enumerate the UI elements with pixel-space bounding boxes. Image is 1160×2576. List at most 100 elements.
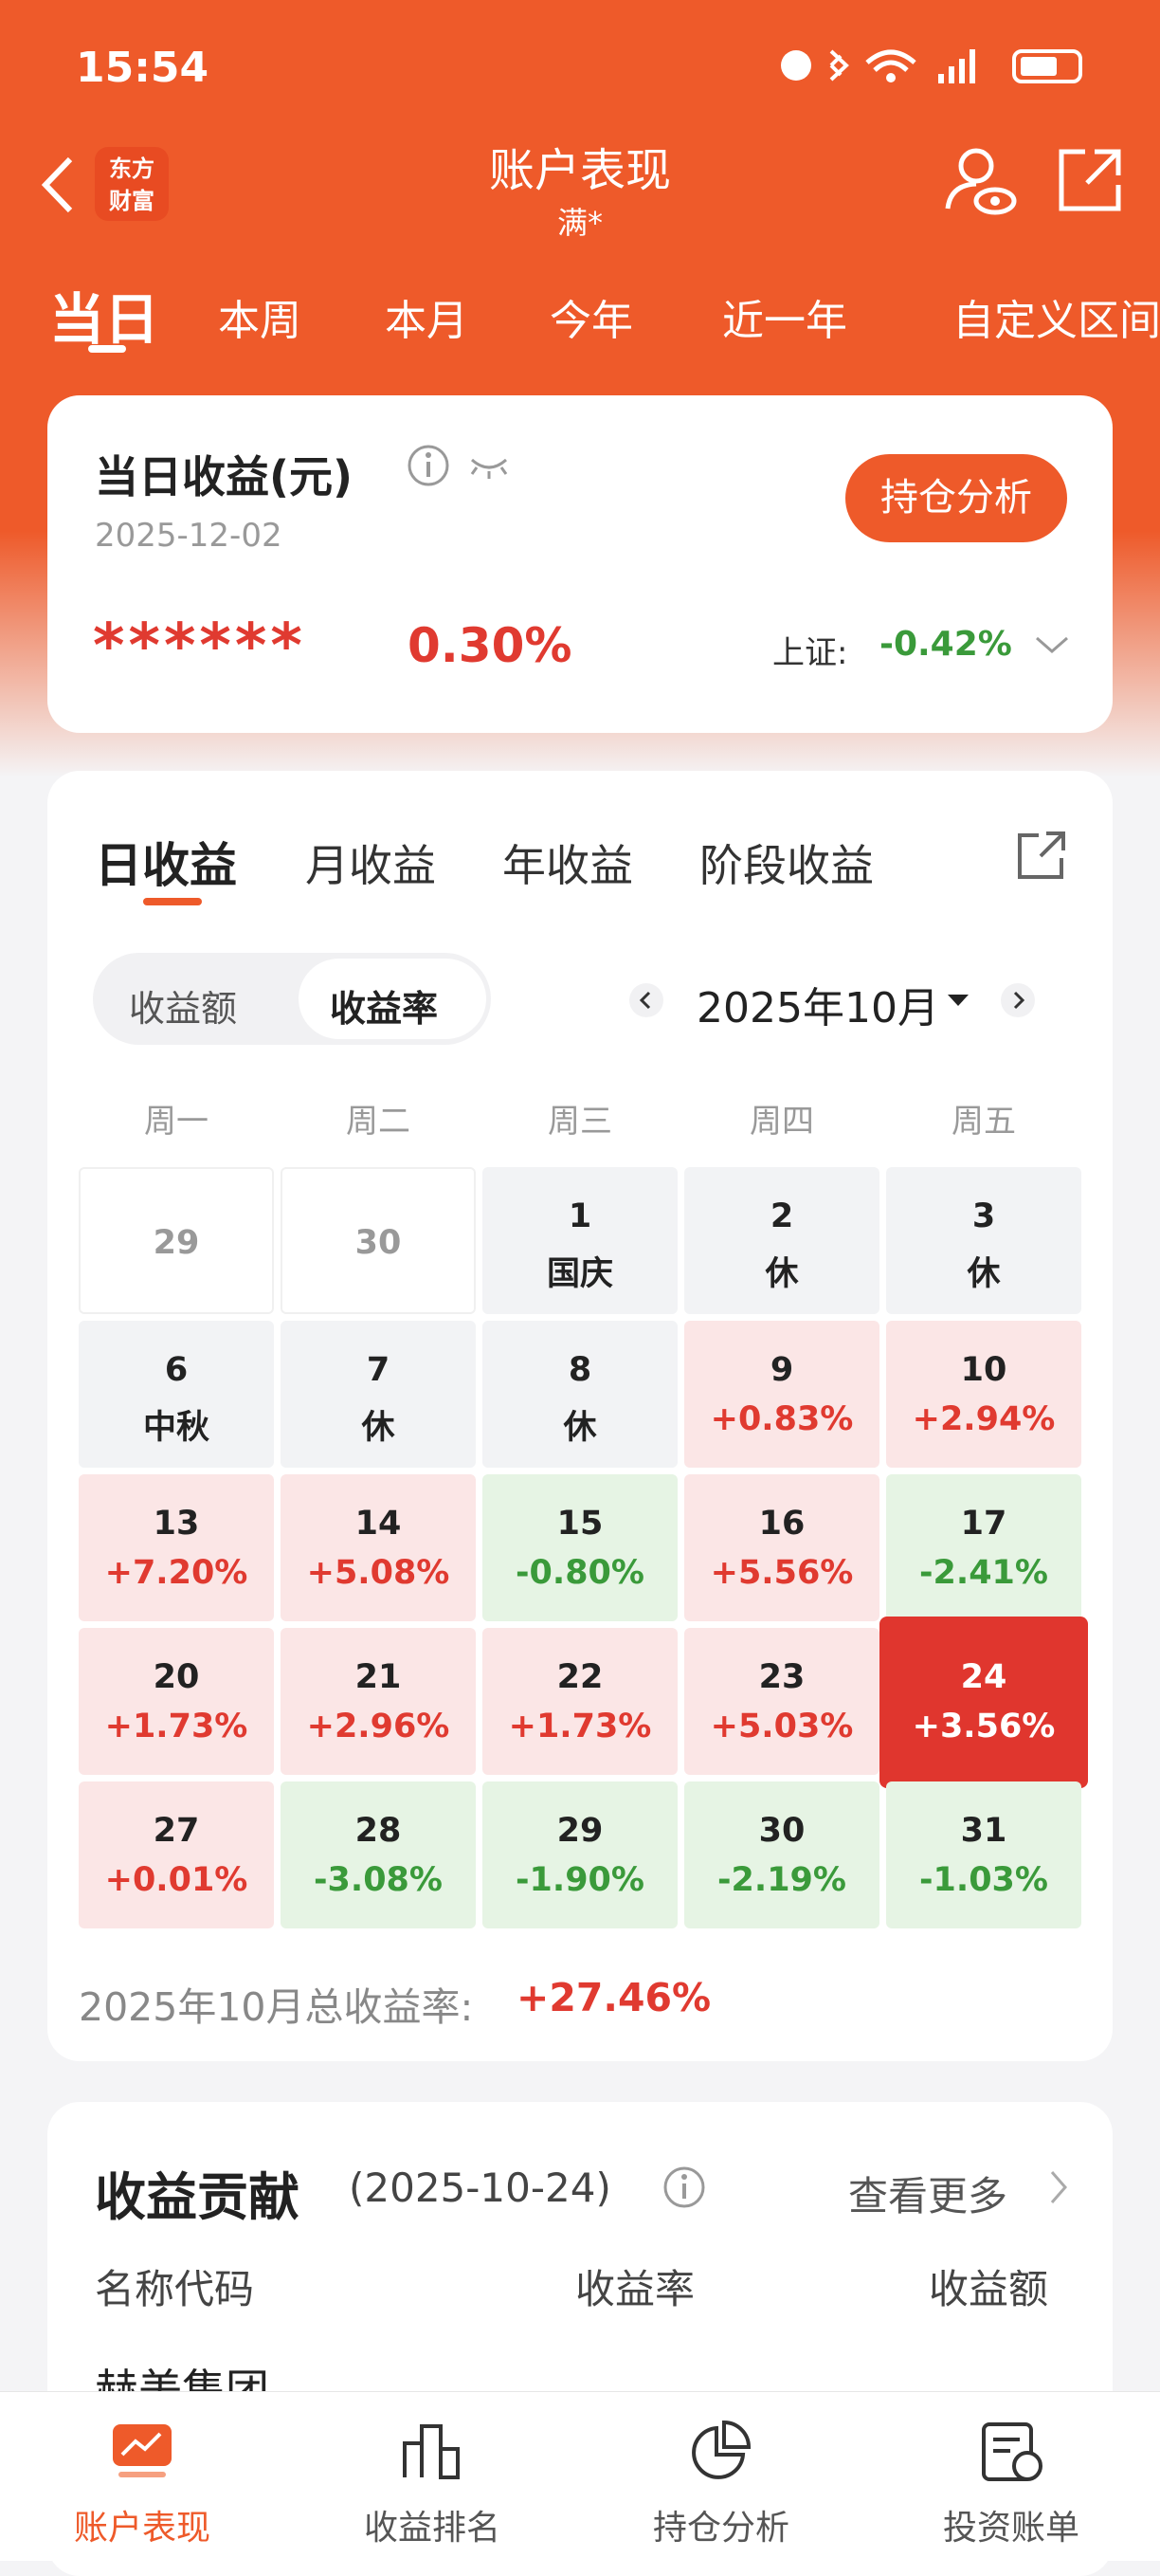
calendar-day[interactable]: 16 +5.56% — [684, 1474, 879, 1621]
nav-label[interactable]: 持仓分析 — [652, 2509, 789, 2548]
month-dropdown[interactable] — [946, 991, 970, 1010]
nav-icon[interactable] — [399, 2421, 465, 2481]
logo-text: 财富 — [109, 188, 154, 214]
column-header: 名称代码 — [95, 2266, 255, 2312]
calendar-day[interactable]: 17 -2.41% — [886, 1474, 1081, 1621]
day-number: 30 — [354, 1224, 402, 1262]
day-number: 30 — [758, 1812, 806, 1850]
day-number: 22 — [556, 1658, 604, 1696]
calendar-tab[interactable]: 日收益 — [95, 838, 237, 893]
see-more[interactable]: 查看更多 — [848, 2173, 1008, 2220]
summary-date: 2025-12-02 — [95, 517, 282, 555]
day-number: 1 — [568, 1197, 592, 1235]
privacy-button[interactable] — [943, 142, 1019, 218]
calendar-day[interactable]: 29 — [79, 1167, 274, 1314]
bottom-nav: 账户表现 收益排名 持仓分析 投资账单 — [0, 2391, 1160, 2561]
calendar-day[interactable]: 30 — [281, 1167, 476, 1314]
period-tab[interactable]: 自定义区间 — [952, 297, 1160, 345]
day-note: +7.20% — [104, 1554, 248, 1592]
calendar-day[interactable]: 31 -1.03% — [886, 1781, 1081, 1928]
calendar-day[interactable]: 9 +0.83% — [684, 1321, 879, 1468]
back-button[interactable] — [38, 152, 76, 218]
calendar-day[interactable]: 15 -0.80% — [482, 1474, 678, 1621]
header-title: 账户表现 — [488, 144, 671, 197]
summary-card: 当日收益(元) 2025-12-02 ****** 0.30% 持仓分析 上证:… — [47, 395, 1113, 733]
next-month[interactable] — [999, 981, 1037, 1019]
total-value: +27.46% — [517, 1975, 712, 2020]
summary-icons[interactable] — [406, 443, 510, 490]
calendar-day[interactable]: 21 +2.96% — [281, 1628, 476, 1775]
calendar-day[interactable]: 20 +1.73% — [79, 1628, 274, 1775]
calendar-tab-indicator — [143, 898, 202, 905]
calendar-day[interactable]: 27 +0.01% — [79, 1781, 274, 1928]
weekday: 周二 — [346, 1103, 410, 1141]
day-number: 15 — [556, 1505, 604, 1543]
calendar-day[interactable]: 10 +2.94% — [886, 1321, 1081, 1468]
day-number: 23 — [758, 1658, 806, 1696]
day-number: 7 — [366, 1351, 390, 1389]
calendar-tab[interactable]: 年收益 — [502, 840, 633, 891]
calendar-day[interactable]: 1 国庆 — [482, 1167, 678, 1314]
period-tab[interactable]: 本周 — [218, 297, 301, 345]
export-icon[interactable] — [1014, 828, 1071, 885]
day-number: 21 — [354, 1658, 402, 1696]
calendar-day[interactable]: 23 +5.03% — [684, 1628, 879, 1775]
prev-month[interactable] — [627, 981, 665, 1019]
nav-label[interactable]: 投资账单 — [942, 2509, 1079, 2548]
day-number: 20 — [153, 1658, 200, 1696]
toggle-option[interactable]: 收益额 — [129, 988, 238, 1030]
day-note: -3.08% — [314, 1861, 443, 1899]
column-header: 收益额 — [929, 2266, 1049, 2312]
day-note: +0.01% — [104, 1861, 248, 1899]
calendar-tab[interactable]: 月收益 — [305, 840, 436, 891]
period-tab[interactable]: 当日 — [49, 287, 160, 352]
calendar-day[interactable]: 29 -1.90% — [482, 1781, 678, 1928]
day-note: +5.08% — [306, 1554, 450, 1592]
period-tab[interactable]: 本月 — [385, 297, 468, 345]
calendar-day[interactable]: 14 +5.08% — [281, 1474, 476, 1621]
day-note: +5.03% — [710, 1708, 854, 1745]
day-number: 2 — [770, 1197, 794, 1235]
period-tab[interactable]: 近一年 — [722, 297, 847, 345]
day-note: 休 — [563, 1409, 597, 1447]
day-number: 14 — [354, 1505, 402, 1543]
calendar-day[interactable]: 13 +7.20% — [79, 1474, 274, 1621]
toggle-option[interactable]: 收益率 — [330, 988, 439, 1030]
status-icons — [781, 49, 1082, 83]
day-note: 中秋 — [142, 1409, 209, 1447]
calendar-tab[interactable]: 阶段收益 — [699, 840, 874, 891]
calendar-day[interactable]: 24 +3.56% — [879, 1617, 1088, 1788]
calendar-day[interactable]: 22 +1.73% — [482, 1628, 678, 1775]
day-number: 17 — [960, 1505, 1007, 1543]
day-note: +0.83% — [710, 1400, 854, 1438]
expand-icon[interactable] — [1033, 630, 1071, 659]
period-tab[interactable]: 今年 — [550, 297, 633, 345]
nav-icon[interactable] — [109, 2421, 175, 2481]
nav-icon[interactable] — [978, 2419, 1044, 2483]
nav-label[interactable]: 账户表现 — [73, 2509, 210, 2548]
calendar-day[interactable]: 6 中秋 — [79, 1321, 274, 1468]
day-number: 16 — [758, 1505, 806, 1543]
share-button[interactable] — [1057, 147, 1123, 213]
calendar-day[interactable]: 30 -2.19% — [684, 1781, 879, 1928]
info-icon[interactable] — [662, 2165, 707, 2210]
position-analysis-button[interactable]: 持仓分析 — [845, 454, 1067, 542]
day-note: 休 — [967, 1255, 1001, 1293]
day-number: 13 — [153, 1505, 200, 1543]
total-label: 2025年10月总收益率: — [79, 1984, 474, 2030]
nav-icon[interactable] — [688, 2419, 754, 2483]
nav-label[interactable]: 收益排名 — [363, 2509, 500, 2548]
see-more-arrow[interactable] — [1044, 2168, 1073, 2206]
header-subtitle: 满* — [556, 205, 603, 241]
index-value: -0.42% — [879, 625, 1012, 664]
toggle-selected — [299, 959, 486, 1039]
calendar-day[interactable]: 28 -3.08% — [281, 1781, 476, 1928]
day-number: 3 — [971, 1197, 996, 1235]
month-selector[interactable]: 2025年10月 — [697, 984, 939, 1032]
weekday: 周五 — [952, 1103, 1016, 1141]
